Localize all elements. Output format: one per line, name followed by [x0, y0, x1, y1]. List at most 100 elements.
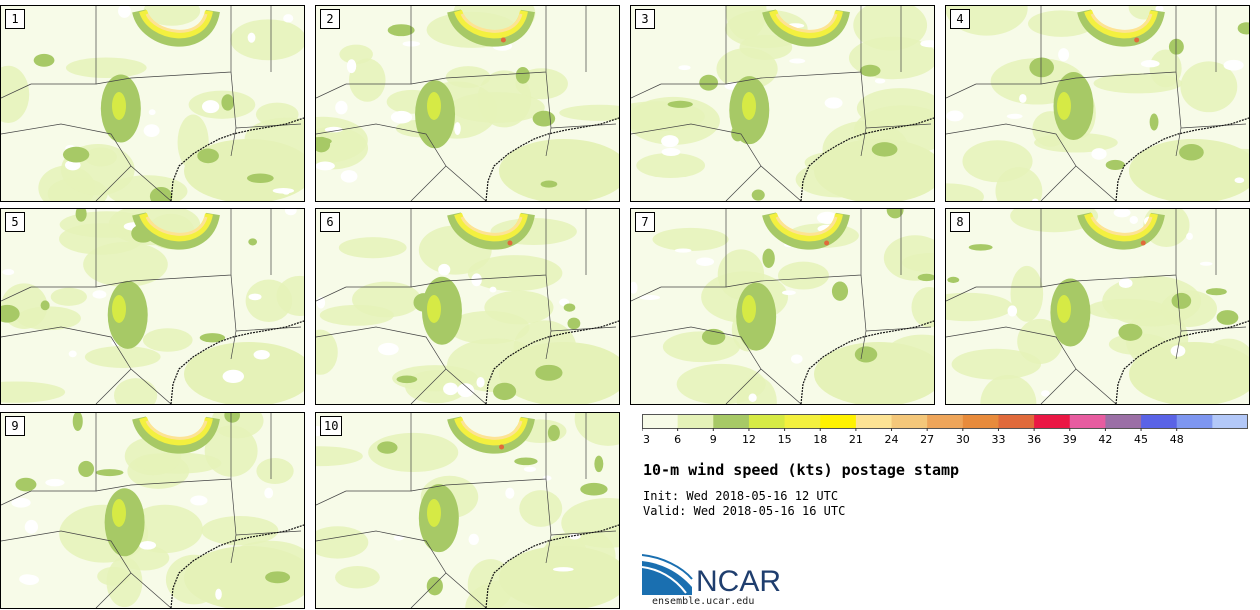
wind-contour-12 — [742, 92, 756, 120]
state-border — [1175, 127, 1182, 157]
colorbar-tick-label: 15 — [778, 433, 792, 446]
wind-contour-low — [190, 495, 208, 506]
colorbar-tick-label: 33 — [991, 433, 1005, 446]
state-border — [316, 530, 487, 608]
wind-contour-9 — [62, 146, 90, 163]
wind-contour-low — [696, 257, 715, 267]
state-border — [1040, 6, 1177, 85]
wind-contour-9 — [15, 477, 37, 492]
wind-contour-9 — [547, 424, 560, 442]
wind-contour-6 — [50, 287, 87, 306]
wind-contour-low — [1234, 177, 1245, 184]
wind-max-spot — [500, 37, 506, 43]
wind-arc-15 — [454, 9, 528, 39]
wind-speed-map — [1, 6, 304, 201]
colorbar-swatch — [998, 414, 1035, 428]
wind-contour-low — [542, 475, 552, 481]
wind-contour-low — [1007, 305, 1018, 317]
wind-contour-low — [471, 273, 482, 287]
state-border — [1, 326, 172, 404]
wind-contour-9 — [1053, 72, 1094, 141]
wind-contour-low — [247, 32, 256, 43]
member-panel[interactable]: 1 — [0, 5, 305, 202]
state-border — [410, 413, 547, 492]
colorbar-tick-label: 45 — [1134, 433, 1148, 446]
member-panel[interactable]: 6 — [315, 208, 620, 405]
member-panel[interactable]: 2 — [315, 5, 620, 202]
member-label: 3 — [635, 9, 655, 29]
member-panel[interactable]: 9 — [0, 412, 305, 609]
member-panel[interactable]: 10 — [315, 412, 620, 609]
wind-contour-low — [824, 97, 843, 109]
state-border — [230, 534, 237, 564]
wind-contour-6 — [319, 304, 394, 326]
colorbar-tick-label: 48 — [1170, 433, 1184, 446]
wind-contour-9 — [532, 110, 556, 127]
wind-contour-9 — [248, 238, 258, 246]
wind-contour-6 — [339, 44, 373, 64]
wind-contour-low — [64, 159, 81, 171]
colorbar-swatch — [1105, 414, 1142, 428]
wind-contour-6 — [1017, 318, 1063, 364]
wind-contour-9 — [426, 576, 443, 596]
wind-contour-6 — [911, 286, 934, 328]
wind-contour-low — [946, 110, 964, 122]
state-border — [410, 572, 447, 608]
wind-arc-15 — [769, 9, 843, 39]
colorbar-frame — [642, 414, 1248, 429]
state-border — [545, 127, 552, 157]
coastline — [170, 320, 304, 404]
wind-contour-low — [443, 382, 458, 396]
wind-contour-6 — [211, 413, 264, 439]
member-label: 6 — [320, 212, 340, 232]
wind-contour-12 — [112, 499, 126, 527]
state-border — [95, 209, 232, 288]
member-panel[interactable]: 3 — [630, 5, 935, 202]
wind-contour-low — [283, 14, 294, 23]
wind-contour-6 — [499, 546, 619, 608]
wind-contour-low — [489, 286, 497, 293]
chart-title: 10-m wind speed (kts) postage stamp — [643, 461, 960, 479]
wind-contour-low — [1113, 209, 1131, 218]
valid-label: Valid: — [643, 504, 687, 518]
member-panel[interactable]: 4 — [945, 5, 1250, 202]
wind-contour-9 — [1149, 113, 1159, 131]
coastline — [1115, 117, 1249, 201]
wind-contour-low — [92, 290, 107, 299]
wind-contour-9 — [540, 180, 558, 188]
state-border — [545, 330, 552, 360]
member-panel[interactable]: 8 — [945, 208, 1250, 405]
wind-contour-6 — [883, 235, 934, 281]
wind-contour-low — [639, 294, 661, 301]
wind-contour-low — [1140, 59, 1160, 68]
wind-contour-low — [523, 466, 537, 472]
wind-contour-low — [284, 209, 297, 216]
wind-max-spot — [499, 444, 505, 450]
member-panel[interactable]: 5 — [0, 208, 305, 405]
wind-contour-6 — [1102, 275, 1202, 327]
state-border — [1, 530, 172, 608]
colorbar-swatch — [1176, 414, 1213, 428]
wind-contour-low — [1006, 113, 1023, 119]
wind-contour-6 — [245, 279, 293, 323]
wind-contour-12 — [1057, 92, 1071, 120]
wind-contour-low — [316, 161, 335, 171]
wind-contour-low — [222, 369, 245, 384]
state-border — [725, 6, 862, 85]
wind-contour-6 — [980, 374, 1037, 404]
wind-arc-21 — [460, 216, 523, 236]
member-panel[interactable]: 7 — [630, 208, 935, 405]
ncar-logo-text: NCAR — [696, 565, 781, 595]
wind-contour-9 — [421, 276, 462, 345]
ensemble-url[interactable]: ensemble.ucar.edu — [652, 596, 755, 607]
wind-contour-low — [68, 350, 77, 358]
state-border — [316, 326, 487, 404]
wind-contour-9 — [667, 100, 693, 108]
wind-contour-9 — [594, 455, 604, 473]
wind-contour-9 — [40, 300, 50, 311]
wind-contour-low — [678, 65, 691, 71]
wind-contour-low — [2, 269, 15, 276]
wind-contour-6 — [106, 556, 143, 608]
wind-speed-map — [316, 413, 619, 608]
wind-arc-15 — [454, 212, 528, 242]
